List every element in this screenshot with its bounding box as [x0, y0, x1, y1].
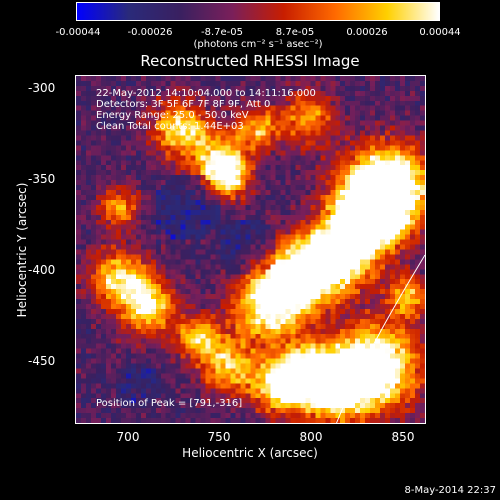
x-tick-label: 850: [391, 430, 415, 444]
info-energy: Energy Range: 25.0 - 50.0 keV: [96, 110, 249, 121]
colorbar: [76, 2, 440, 21]
info-time: 22-May-2012 14:10:04.000 to 14:11:16.000: [96, 88, 316, 99]
image-panel: 22-May-2012 14:10:04.000 to 14:11:16.000…: [75, 75, 426, 424]
x-tick-label: 700: [116, 430, 140, 444]
colorbar-tick: -0.00026: [127, 27, 173, 38]
timestamp-footer: 8-May-2014 22:37: [404, 485, 496, 496]
colorbar-tick: 0.00026: [346, 27, 388, 38]
y-tick-label: -350: [28, 172, 56, 186]
y-axis-label: Heliocentric Y (arcsec): [15, 182, 29, 318]
info-detectors: Detectors: 3F 5F 6F 7F 8F 9F, Att 0: [96, 99, 271, 110]
colorbar-tick: 0.00044: [419, 27, 461, 38]
y-tick-label: -400: [28, 263, 56, 277]
colorbar-tick: -0.00044: [55, 27, 101, 38]
colorbar-units: (photons cm⁻² s⁻¹ asec⁻²): [193, 39, 323, 50]
x-axis-label: Heliocentric X (arcsec): [182, 446, 318, 460]
x-tick-label: 750: [207, 430, 231, 444]
peak-position: Position of Peak = [791,-316]: [96, 398, 243, 409]
colorbar-tick: -8.7e-05: [201, 27, 243, 38]
x-tick-label: 800: [299, 430, 323, 444]
y-tick-label: -450: [28, 354, 56, 368]
plot-title: Reconstructed RHESSI Image: [140, 52, 360, 70]
info-counts: Clean Total counts: 1.44E+03: [96, 121, 244, 132]
y-tick-label: -300: [28, 81, 56, 95]
colorbar-tick: 8.7e-05: [275, 27, 315, 38]
rhessi-image: [76, 76, 425, 423]
limb-overlay: [336, 254, 425, 423]
solar-limb-line: [336, 254, 425, 423]
